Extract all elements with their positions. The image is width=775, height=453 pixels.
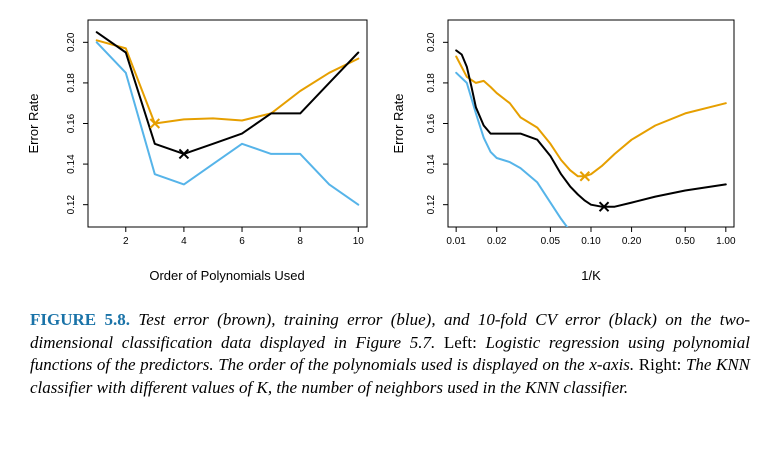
panel-left-x-tick-label: 4 xyxy=(181,236,187,247)
caption-text-2: Logistic regression using polynomial fun… xyxy=(30,332,751,375)
panel-right-x-tick-label: 1.00 xyxy=(716,236,736,247)
panel-right-x-tick-label: 0.01 xyxy=(446,236,466,247)
panel-right-x-tick-label: 0.10 xyxy=(581,236,601,247)
panel-left-y-tick-label: 0.18 xyxy=(66,73,77,93)
panel-right-y-tick-label: 0.16 xyxy=(426,113,437,133)
panel-left-y-tick-label: 0.20 xyxy=(66,32,77,52)
panel-left-y-tick-label: 0.16 xyxy=(66,113,77,133)
panel-right-y-tick-label: 0.12 xyxy=(426,195,437,215)
panel-left-frame xyxy=(87,19,368,228)
panel-left-x-tick-label: 10 xyxy=(353,236,365,247)
panel-left-y-axis-title: Error Rate xyxy=(26,94,41,154)
panel-right-x-tick-label: 0.20 xyxy=(622,236,642,247)
panel-right-y-axis-title: Error Rate xyxy=(391,94,406,154)
caption-text-3: The KNN classifier with different values… xyxy=(30,355,751,397)
panel-left-test-error-line xyxy=(95,39,360,125)
panel-right-y-tick-label: 0.18 xyxy=(426,73,437,93)
panel-right-x-tick-label: 0.02 xyxy=(487,236,507,247)
panel-right-y-tick-label: 0.20 xyxy=(426,32,437,52)
panel-left-cv-error-line xyxy=(95,31,360,155)
figure-caption: FIGURE 5.8. Test error (brown), training… xyxy=(30,309,750,399)
panel-left-x-tick-label: 6 xyxy=(239,236,245,247)
panel-right-cv-error-line xyxy=(455,49,727,208)
panel-left-y-tick-label: 0.12 xyxy=(66,195,77,215)
panel-right-cv-min-marker xyxy=(598,201,610,212)
caption-text-1: Test error (brown), training error (blue… xyxy=(30,310,750,352)
panel-right-test-error-line xyxy=(455,55,727,178)
panel-right-test-min-marker xyxy=(579,171,591,182)
panel-left-y-tick-label: 0.14 xyxy=(66,154,77,174)
panel-right-training-error-line xyxy=(455,71,569,227)
caption-text-right: Right: xyxy=(638,355,682,374)
caption-figure-label: FIGURE 5.8. xyxy=(30,310,130,329)
panel-right-frame xyxy=(447,19,735,228)
panel-left-training-error-line xyxy=(95,41,360,206)
panel-left-x-axis-title: Order of Polynomials Used xyxy=(149,268,304,283)
caption-text-left: Left: xyxy=(443,332,477,352)
panel-left-cv-min-marker xyxy=(178,148,190,160)
panel-right-y-tick-label: 0.14 xyxy=(426,154,437,174)
panel-left-test-min-marker xyxy=(149,118,161,129)
panel-right-x-axis-title: 1/K xyxy=(581,268,601,283)
panel-left-x-tick-label: 8 xyxy=(297,236,303,247)
figure-plots: 2 4 6 8 10 0.12 0.14 0.16 0.18 0.20 Order of Polyn… xyxy=(26,19,736,283)
panel-right-x-tick-label: 0.05 xyxy=(541,236,561,247)
panel-left-x-tick-label: 2 xyxy=(123,236,129,247)
panel-right-x-tick-label: 0.50 xyxy=(675,236,695,247)
